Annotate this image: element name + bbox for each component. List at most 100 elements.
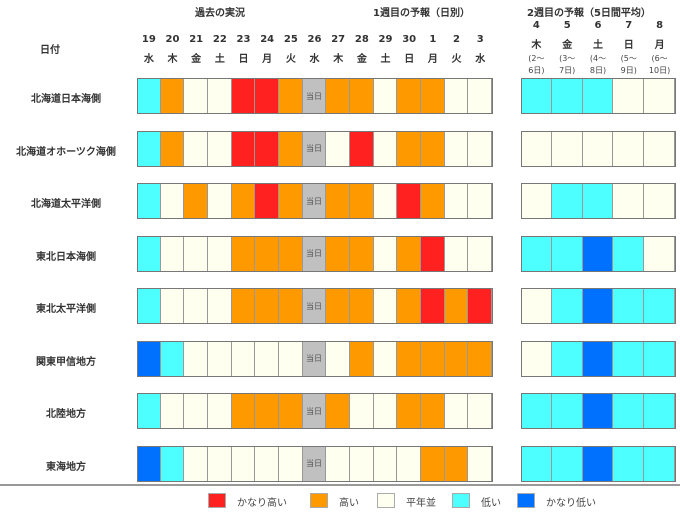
- daily-cell: [444, 183, 469, 219]
- daily-cell: [231, 393, 256, 429]
- day-number: 3: [476, 34, 484, 45]
- daily-cell: [255, 235, 279, 272]
- daily-row-frame: [137, 130, 494, 167]
- region-label: 東北日本海側: [36, 251, 96, 263]
- day-number: 24: [260, 34, 275, 45]
- week2-range-start: (2～: [528, 54, 545, 63]
- daily-row-frame: [137, 340, 494, 377]
- daily-cell: [421, 288, 445, 324]
- daily-cell: [184, 78, 208, 114]
- week2-cell: [644, 340, 675, 377]
- legend-swatch: [452, 493, 470, 508]
- daily-cell: [373, 235, 398, 272]
- daily-cell: [444, 78, 469, 114]
- day-of-week: 土: [380, 54, 391, 65]
- daily-cell: [137, 78, 161, 114]
- week2-day-of-week: 土: [592, 40, 603, 51]
- daily-cell: [255, 183, 279, 219]
- daily-cell: [468, 288, 493, 324]
- daily-cell: [231, 340, 256, 377]
- daily-cell: [468, 340, 493, 377]
- region-label: 東北太平洋側: [36, 304, 96, 315]
- daily-cell: [208, 130, 232, 167]
- day-of-week: 水: [475, 54, 486, 65]
- week2-range-start: (4～: [589, 54, 607, 63]
- daily-cell: [231, 288, 256, 324]
- day-number: 29: [378, 34, 393, 45]
- separator: [0, 484, 680, 486]
- day-number: 20: [165, 34, 180, 45]
- week2-day-of-week: 月: [654, 40, 665, 51]
- week2-header: 2週目の予報（5日間平均）: [527, 8, 651, 19]
- day-number: 1: [429, 34, 437, 45]
- daily-cell: [444, 288, 469, 324]
- daily-cell: [279, 288, 303, 324]
- week2-cell: [644, 393, 675, 429]
- daily-cell: [137, 183, 161, 219]
- daily-cell: [397, 183, 422, 219]
- week2-cell: [551, 288, 583, 324]
- week2-cell: [582, 130, 614, 167]
- daily-cell: [231, 78, 256, 114]
- daily-cell: [279, 235, 303, 272]
- daily-cell: [208, 445, 232, 482]
- day-of-week: 月: [427, 54, 438, 65]
- daily-cell: [397, 130, 422, 167]
- region-label: 北海道オホーツク海側: [16, 146, 116, 158]
- legend-label: かなり高い: [237, 498, 287, 509]
- daily-cell: [279, 393, 303, 429]
- region-label: 北海道日本海側: [31, 94, 101, 105]
- daily-cell: [208, 235, 232, 272]
- daily-cell: [397, 78, 422, 114]
- daily-cell: [184, 288, 208, 324]
- daily-cell: [208, 393, 232, 429]
- week2-day-number: 7: [625, 20, 633, 31]
- week2-cell: [613, 340, 645, 377]
- week2-day-number: 4: [532, 20, 540, 31]
- legend-swatch: [310, 493, 328, 508]
- daily-cell: [255, 130, 279, 167]
- daily-cell: [326, 130, 351, 167]
- week2-cell: [613, 130, 645, 167]
- week2-cell: [582, 235, 614, 272]
- daily-cell: [373, 340, 398, 377]
- daily-cell: [160, 183, 185, 219]
- legend-swatch: [517, 493, 535, 508]
- day-number: 28: [354, 34, 369, 45]
- week2-cell: [521, 235, 552, 272]
- week2-cell: [582, 445, 614, 482]
- week2-cell: [521, 183, 552, 219]
- today-cell: 当日: [302, 235, 327, 272]
- daily-cell: [279, 183, 303, 219]
- week2-cell: [551, 235, 583, 272]
- date-label: 日付: [40, 45, 60, 56]
- daily-cell: [421, 78, 445, 114]
- day-of-week: 土: [214, 54, 225, 65]
- daily-cell: [421, 130, 445, 167]
- daily-cell: [468, 130, 493, 167]
- today-cell: 当日: [302, 130, 327, 167]
- day-number: 27: [331, 34, 346, 45]
- daily-cell: [160, 445, 185, 482]
- week2-cell: [551, 183, 583, 219]
- daily-cell: [137, 393, 161, 429]
- daily-cell: [397, 445, 422, 482]
- week2-cell: [613, 183, 645, 219]
- daily-cell: [255, 78, 279, 114]
- daily-cell: [444, 130, 469, 167]
- daily-cell: [160, 78, 185, 114]
- daily-cell: [397, 235, 422, 272]
- daily-cell: [373, 393, 398, 429]
- daily-cell: [468, 78, 493, 114]
- daily-cell: [373, 78, 398, 114]
- week2-range-end: 6日): [528, 66, 545, 75]
- daily-cell: [444, 340, 469, 377]
- week2-cell: [521, 393, 552, 429]
- day-of-week: 火: [451, 54, 462, 65]
- week2-cell: [613, 288, 645, 324]
- week2-cell: [551, 340, 583, 377]
- week2-day-number: 6: [594, 20, 602, 31]
- week2-row-frame: [521, 183, 676, 219]
- daily-cell: [231, 445, 256, 482]
- daily-cell: [137, 445, 161, 482]
